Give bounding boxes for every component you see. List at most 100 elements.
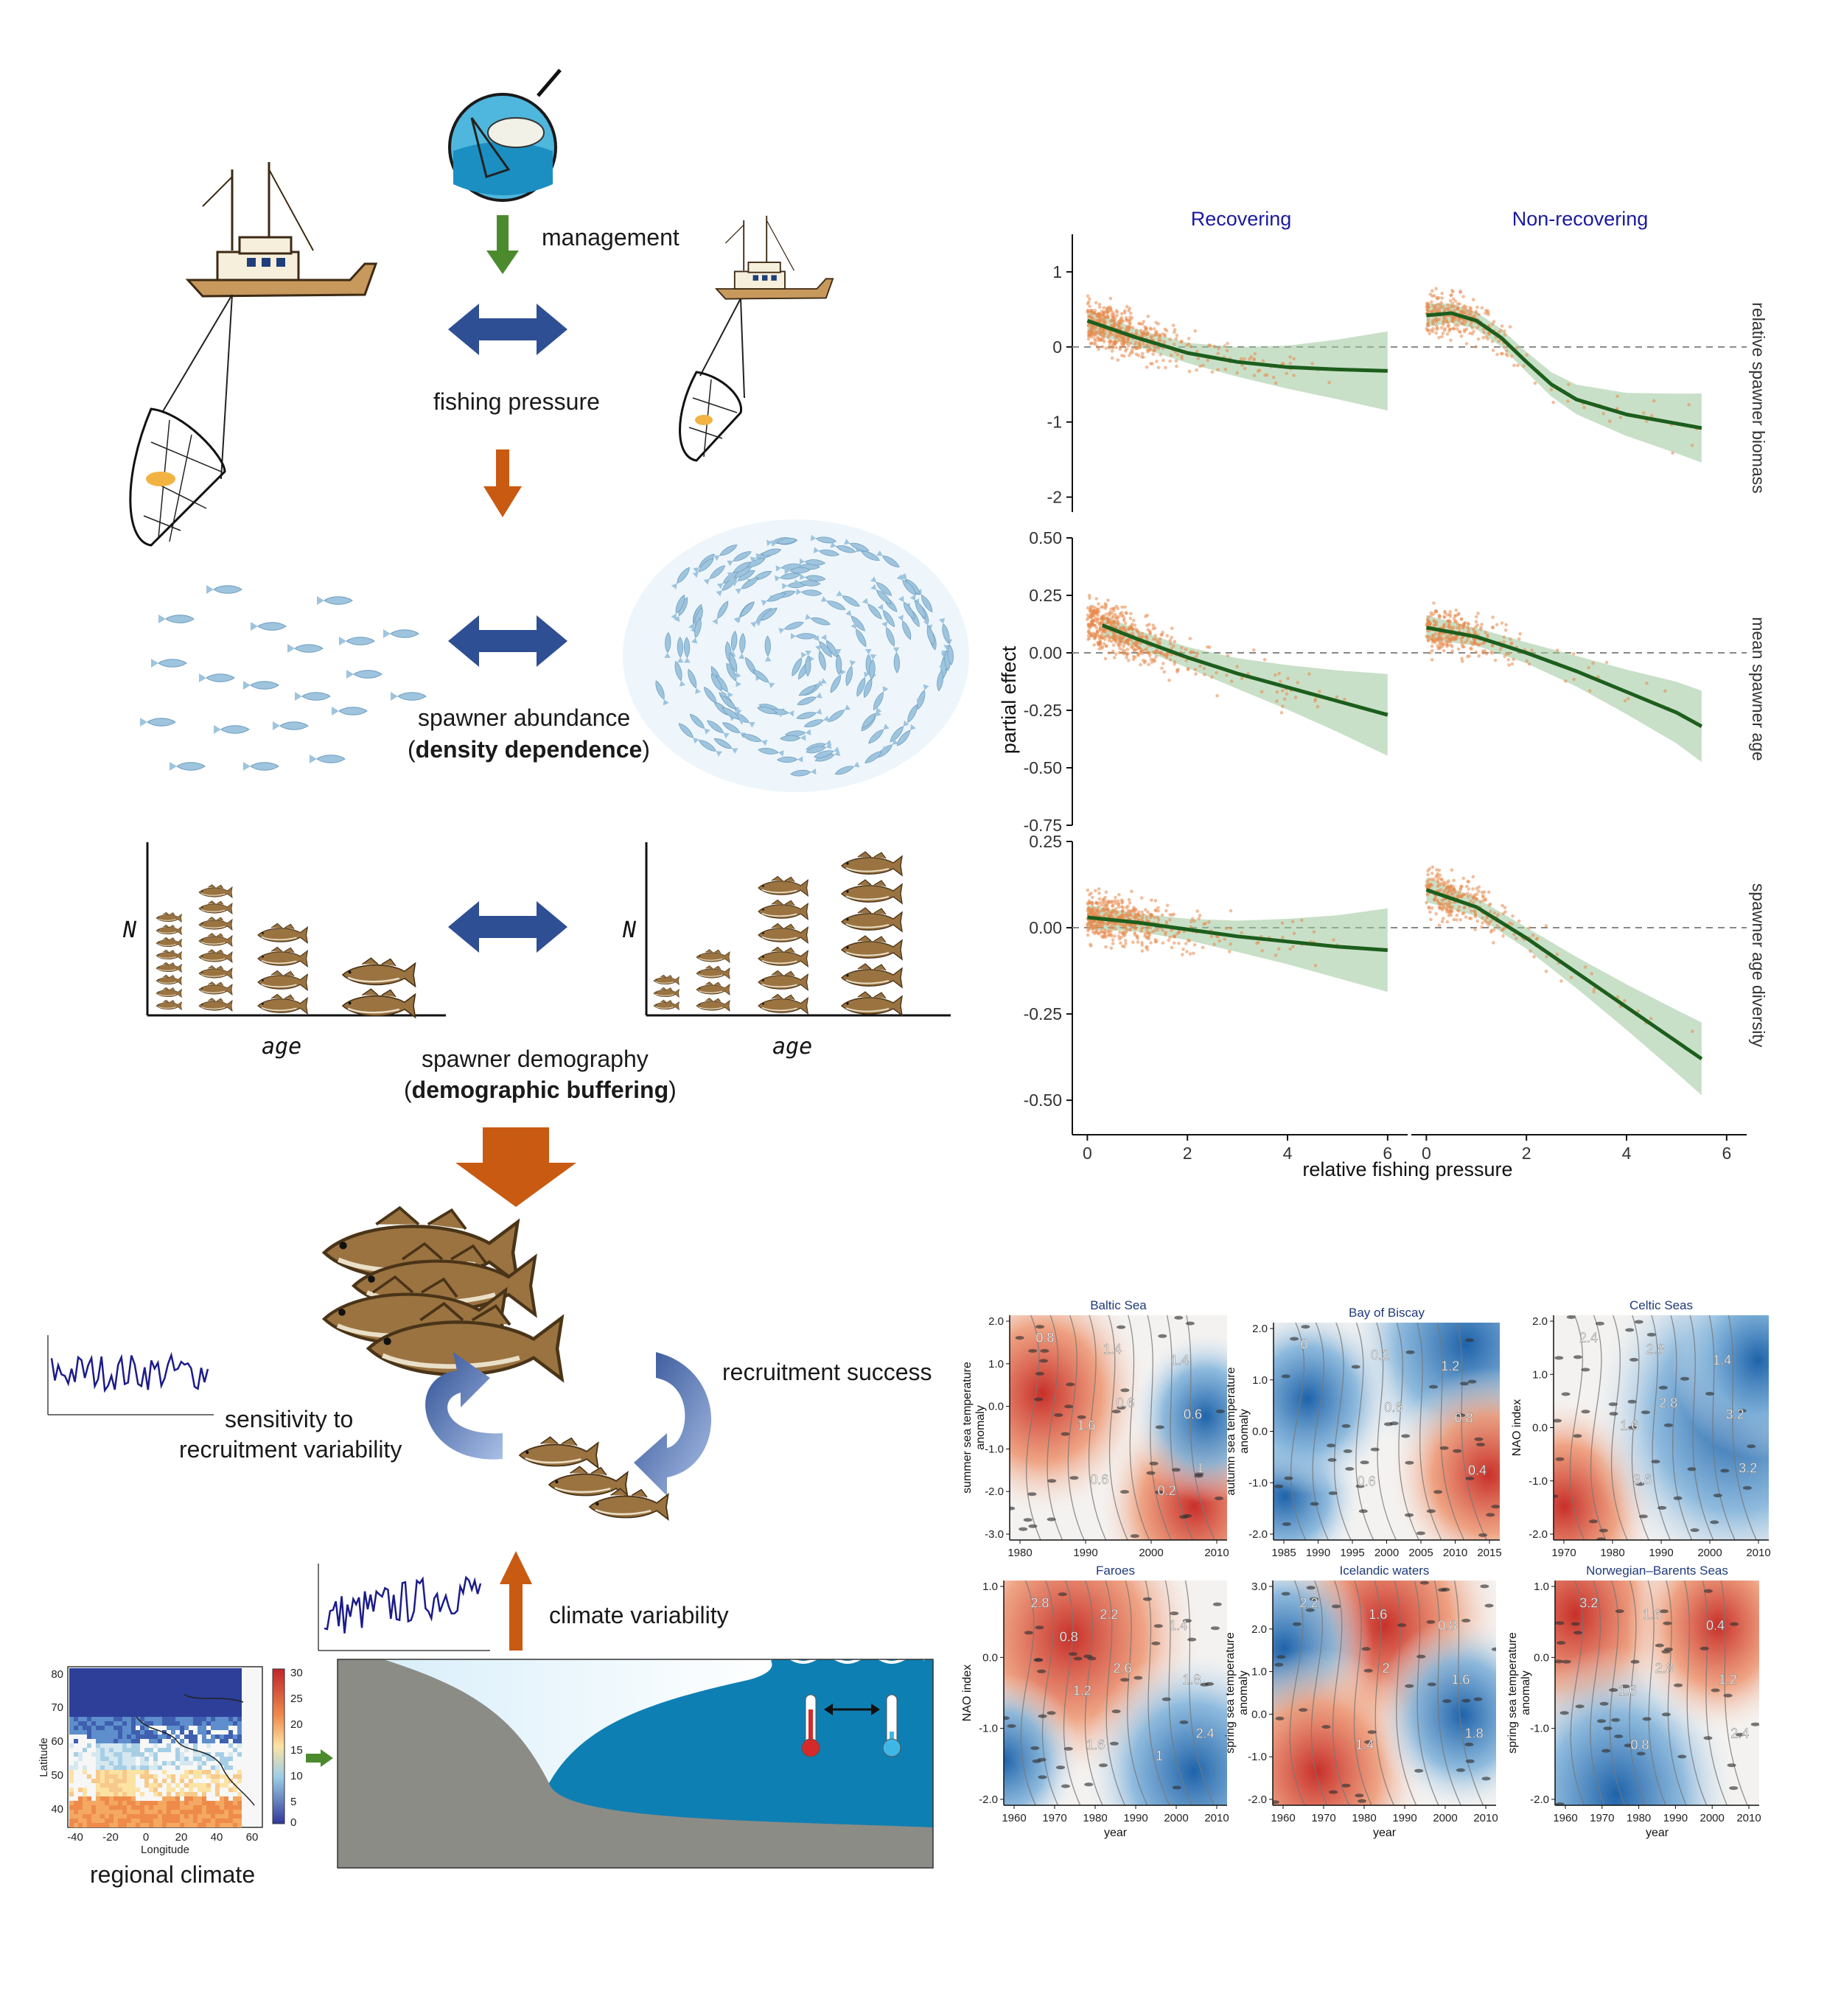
map-cell	[189, 1730, 193, 1735]
map-cell	[122, 1823, 127, 1827]
map-cell	[127, 1796, 131, 1801]
map-cell	[202, 1739, 206, 1743]
map-cell	[211, 1677, 215, 1681]
observation-point	[1636, 1751, 1646, 1756]
age-class-cod	[341, 987, 416, 1018]
map-cell	[127, 1717, 131, 1721]
map-cell	[109, 1735, 113, 1739]
data-point	[1462, 310, 1467, 315]
map-cell	[215, 1721, 220, 1726]
data-point	[1102, 629, 1105, 632]
data-point	[1193, 329, 1197, 333]
data-point	[1150, 660, 1154, 665]
data-point	[1176, 668, 1180, 672]
panel-x-tick-label: 1970	[1551, 1547, 1576, 1559]
contour-line	[1164, 1581, 1193, 1805]
map-cell	[113, 1814, 118, 1819]
data-point	[1335, 695, 1339, 699]
map-cell	[202, 1788, 206, 1792]
data-point	[1187, 337, 1191, 340]
map-cell	[180, 1681, 184, 1686]
map-cell	[228, 1712, 233, 1717]
map-cell	[228, 1673, 233, 1677]
data-point	[1212, 345, 1216, 349]
map-cell	[144, 1686, 149, 1690]
data-point	[1459, 617, 1464, 621]
map-cell	[206, 1708, 211, 1712]
map-cell	[74, 1690, 78, 1695]
observation-point	[1024, 1631, 1033, 1635]
data-point	[1641, 411, 1646, 415]
contour-label: 1.2	[1441, 1359, 1459, 1373]
observation-point	[1713, 1494, 1722, 1498]
contour-line	[1026, 1315, 1041, 1540]
observation-point	[1077, 1415, 1086, 1419]
map-cell	[175, 1681, 180, 1686]
data-point	[1097, 892, 1101, 895]
contour-line	[1702, 1581, 1728, 1805]
data-point	[1173, 640, 1177, 643]
map-cell	[202, 1677, 206, 1681]
data-point	[1133, 927, 1138, 931]
fishing-boat-small	[716, 214, 834, 300]
map-cell	[193, 1695, 198, 1699]
age-class-cod	[653, 974, 680, 985]
data-point	[1127, 627, 1131, 631]
data-point	[1125, 656, 1128, 659]
map-cell	[237, 1779, 242, 1783]
map-cell	[127, 1735, 131, 1739]
observation-point	[1711, 1688, 1720, 1693]
map-cell	[105, 1810, 109, 1814]
map-cell	[122, 1739, 127, 1743]
data-point	[1096, 925, 1100, 929]
map-cell	[158, 1721, 162, 1726]
map-cell	[122, 1735, 127, 1739]
observation-point	[1703, 1736, 1713, 1740]
map-cell	[105, 1699, 109, 1704]
map-cell	[91, 1699, 96, 1704]
colorbar-tick: 20	[290, 1718, 303, 1731]
observation-point	[1146, 1471, 1156, 1475]
data-point	[1474, 630, 1478, 634]
map-ytick: 60	[51, 1735, 63, 1748]
map-cell	[113, 1761, 118, 1765]
contour-label: 0.2	[1158, 1483, 1176, 1498]
panel-x-tick-label: 1980	[1007, 1547, 1032, 1559]
map-cell	[78, 1690, 83, 1695]
data-point	[1227, 950, 1232, 953]
data-point	[1248, 357, 1251, 361]
data-point	[1435, 868, 1439, 872]
map-cell	[153, 1819, 158, 1823]
data-point	[1130, 889, 1133, 893]
data-point	[1145, 915, 1149, 920]
data-point	[1190, 917, 1195, 921]
data-point	[1110, 349, 1114, 353]
observation-point	[1292, 1622, 1302, 1626]
data-point	[1195, 349, 1199, 354]
map-cell	[118, 1761, 122, 1765]
observation-point	[1047, 1517, 1056, 1522]
data-point	[1094, 930, 1098, 934]
observation-point	[1601, 1749, 1611, 1753]
trawl-net-large	[129, 294, 233, 547]
map-cell	[127, 1779, 131, 1783]
data-point	[1459, 637, 1463, 641]
data-point	[1456, 323, 1460, 327]
map-cell	[211, 1779, 215, 1783]
map-cell	[153, 1681, 158, 1686]
observation-point	[1299, 1708, 1308, 1712]
data-point	[1492, 320, 1496, 323]
observation-point	[1355, 1484, 1365, 1488]
observation-point	[1573, 1355, 1582, 1359]
map-cell	[131, 1708, 136, 1712]
map-cell	[224, 1765, 228, 1770]
map-cell	[127, 1810, 131, 1814]
data-point	[1117, 934, 1121, 938]
map-cell	[113, 1735, 118, 1739]
map-cell	[96, 1686, 100, 1690]
map-cell	[215, 1819, 220, 1823]
data-point	[1438, 645, 1442, 649]
contour-line	[1629, 1581, 1646, 1805]
panel-x-tick-label: 1970	[1311, 1812, 1335, 1824]
